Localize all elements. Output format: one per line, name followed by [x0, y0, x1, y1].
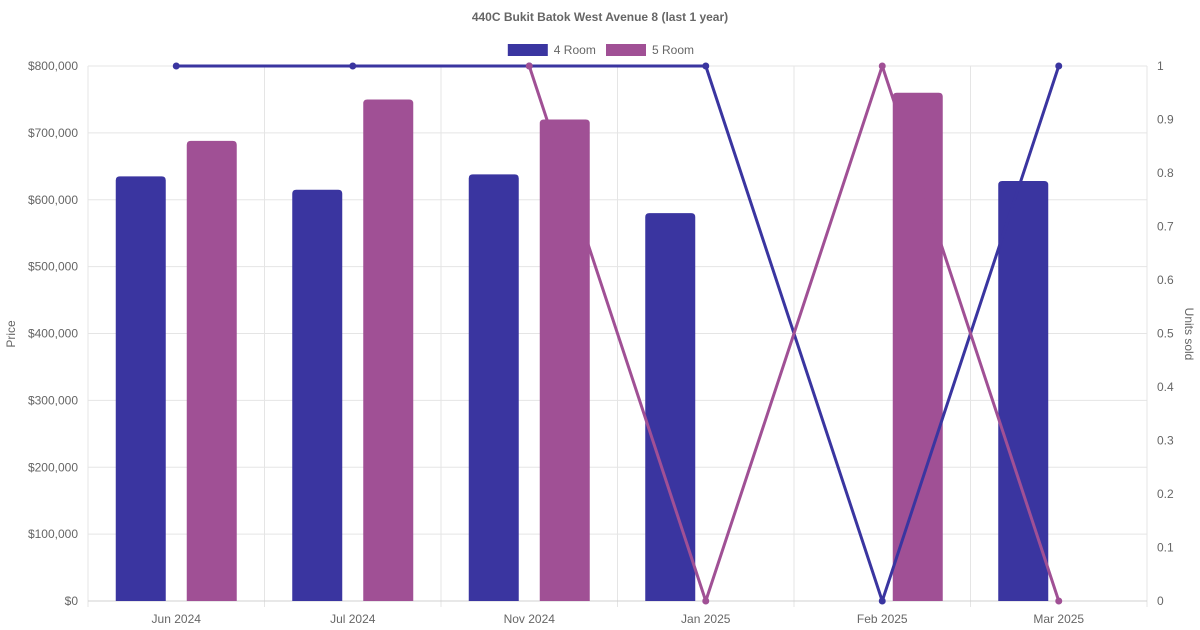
y-axis-right: 0 0.1 0.2 0.3 0.4 0.5 0.6 0.7 0.8 0.9 1 — [1157, 59, 1174, 608]
legend-label-5-room[interactable]: 5 Room — [652, 43, 694, 57]
bar-4-room-3[interactable] — [645, 213, 696, 601]
point-units-4-room-4[interactable] — [878, 597, 886, 605]
point-units-5-room-4[interactable] — [878, 62, 886, 70]
x-tick-label: Jun 2024 — [152, 612, 202, 626]
x-tick-label: Feb 2025 — [857, 612, 908, 626]
y2-tick-label: 0.1 — [1157, 541, 1174, 555]
y-axis-left: $0 $100,000 $200,000 $300,000 $400,000 $500,0… — [28, 59, 78, 608]
bar-5-room-1[interactable] — [363, 99, 414, 601]
y2-tick-label: 1 — [1157, 59, 1164, 73]
bar-4-room-0[interactable] — [115, 176, 166, 601]
bars-layer — [115, 92, 1049, 602]
point-units-4-room-3[interactable] — [702, 62, 710, 70]
y-axis-title: Price — [4, 320, 18, 348]
y-tick-label: $700,000 — [28, 126, 78, 140]
y2-axis-title: Units sold — [1182, 308, 1196, 361]
bar-5-room-0[interactable] — [186, 140, 237, 601]
bar-4-room-2[interactable] — [468, 174, 519, 601]
lines-layer — [172, 62, 1063, 605]
bar-4-room-1[interactable] — [292, 189, 343, 601]
bar-4-room-5[interactable] — [998, 181, 1049, 601]
legend-label-4-room[interactable]: 4 Room — [554, 43, 596, 57]
point-units-5-room-3[interactable] — [702, 597, 710, 605]
x-tick-label: Jan 2025 — [681, 612, 731, 626]
y2-tick-label: 0.6 — [1157, 273, 1174, 287]
legend: 4 Room 5 Room — [507, 43, 694, 57]
point-units-4-room-0[interactable] — [172, 62, 180, 70]
y2-tick-label: 0.8 — [1157, 166, 1174, 180]
bar-5-room-4[interactable] — [892, 92, 943, 601]
x-axis: Jun 2024 Jul 2024 Nov 2024 Jan 2025 Feb 2025… — [152, 612, 1085, 626]
y2-tick-label: 0.3 — [1157, 434, 1174, 448]
line-units-4-room — [176, 64, 1061, 603]
point-units-4-room-1[interactable] — [349, 62, 357, 70]
y-tick-label: $100,000 — [28, 527, 78, 541]
y2-tick-label: 0.5 — [1157, 327, 1174, 341]
y-tick-label: $600,000 — [28, 193, 78, 207]
point-units-5-room-2[interactable] — [525, 62, 533, 70]
x-tick-label: Nov 2024 — [504, 612, 556, 626]
legend-swatch-5-room[interactable] — [606, 44, 646, 56]
y-tick-label: $0 — [65, 594, 79, 608]
y-tick-label: $500,000 — [28, 260, 78, 274]
y-tick-label: $300,000 — [28, 393, 78, 407]
x-tick-label: Mar 2025 — [1033, 612, 1084, 626]
chart-title: 440C Bukit Batok West Avenue 8 (last 1 y… — [472, 10, 728, 24]
y2-tick-label: 0.2 — [1157, 487, 1174, 501]
y2-tick-label: 0.4 — [1157, 380, 1174, 394]
y-tick-label: $800,000 — [28, 59, 78, 73]
y2-tick-label: 0 — [1157, 594, 1164, 608]
y2-tick-label: 0.9 — [1157, 113, 1174, 127]
point-units-5-room-5[interactable] — [1055, 597, 1063, 605]
line-units-5-room — [527, 64, 1061, 603]
y-tick-label: $200,000 — [28, 460, 78, 474]
y-tick-label: $400,000 — [28, 327, 78, 341]
x-tick-label: Jul 2024 — [330, 612, 376, 626]
bar-5-room-2[interactable] — [539, 119, 590, 602]
point-units-4-room-5[interactable] — [1055, 62, 1063, 70]
legend-swatch-4-room[interactable] — [507, 44, 548, 56]
y2-tick-label: 0.7 — [1157, 220, 1174, 234]
